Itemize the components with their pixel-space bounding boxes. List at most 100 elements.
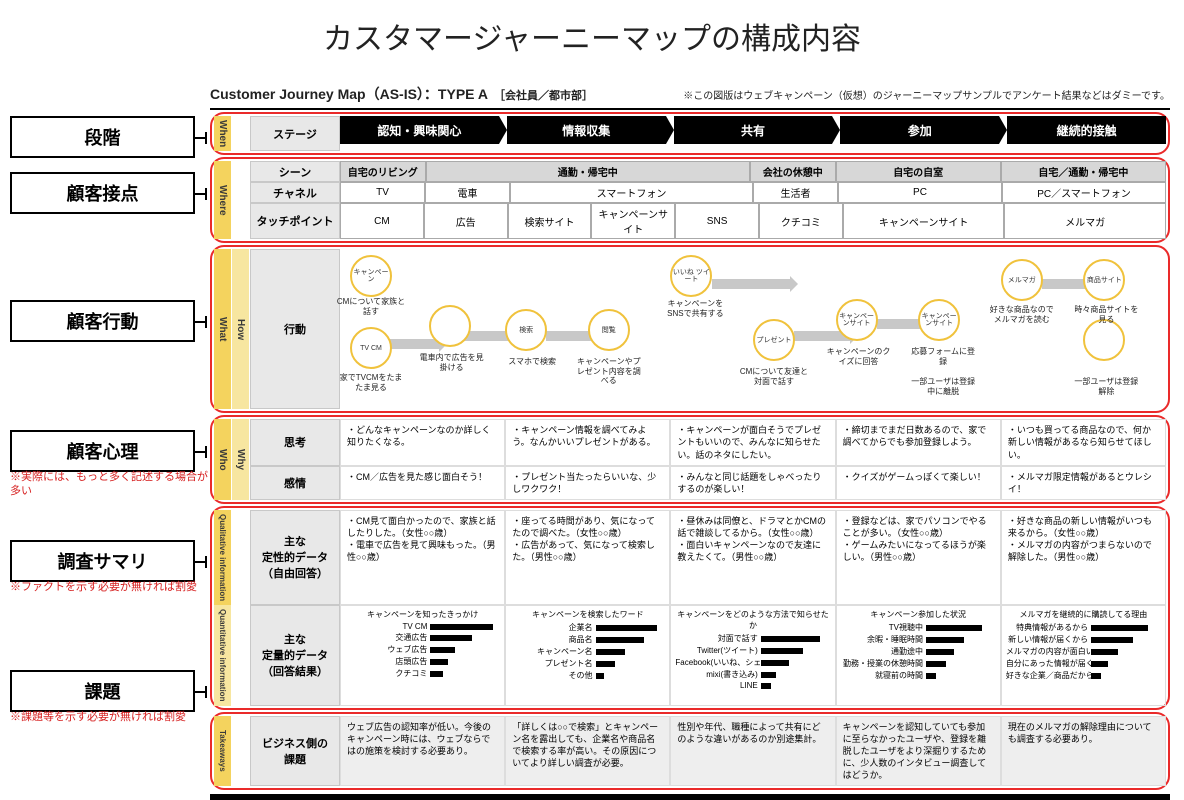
channel-cell: PC [838,182,1002,203]
behavior-icon: キャンペーンサイト [836,299,878,341]
behavior-caption: キャンペーンをSNSで共有する [660,299,730,318]
footer-bar [210,794,1170,800]
scene-cells: 自宅のリビング通勤・帰宅中会社の休憩中自宅の自室自宅／通勤・帰宅中 [340,161,1166,182]
rowlabel-behavior: 行動 [250,249,340,409]
thought-cell: ・締切までまだ日数あるので、家で調べてからでも参加登録しよう。 [836,419,1001,465]
quant-col: キャンペーンをどのような方法で知らせたか対面で話すTwitter(ツイート)Fa… [670,605,835,705]
quant-col: キャンペーンを知ったきっかけTV CM交通広告ウェブ広告店頭広告クチコミ [340,605,505,705]
behavior-caption: 好きな商品なのでメルマガを読む [987,305,1057,324]
journey-map: Customer Journey Map（AS-IS）：TYPE A ［会社員／… [210,80,1170,800]
rowlabel-emotion: 感情 [250,466,340,500]
touch-cell: 広告 [424,203,508,239]
section-issues: Takeaways ビジネス側の 課題 ウェブ広告の認知率が低い。今後のキャンペ… [210,712,1170,791]
bar-row: 商品名 [510,634,665,645]
bar-row: 勤務・授業の休憩時間 [841,658,996,669]
vlabel-where: Where [214,161,232,239]
map-note: ※この図版はウェブキャンペーン（仮想）のジャーニーマップサンプルでアンケート結果… [683,87,1170,102]
behavior-icon: メルマガ [1001,259,1043,301]
bar-row: LINE [675,681,830,690]
emotion-cell: ・CM／広告を見た感じ面白そう！ [340,466,505,500]
behavior-icon [429,305,471,347]
quant-title: キャンペーンをどのような方法で知らせたか [675,609,830,631]
bar-row: キャンペーン名 [510,646,665,657]
bar-row: 自分にあった情報が届くから [1006,658,1161,669]
behavior-caption: CMについて家族と話す [336,297,406,316]
side-label-summary: 調査サマリ [10,540,195,582]
touch-cell: メルマガ [1004,203,1166,239]
map-title: Customer Journey Map（AS-IS）：TYPE A [210,84,488,104]
bar-row: 企業名 [510,622,665,633]
scene-cell: 通勤・帰宅中 [426,161,750,182]
bar-row: プレゼント名 [510,658,665,669]
side-note-psych: ※実際には、もっと多く記述する場合が多い [10,470,210,499]
behavior-caption: 家でTVCMをたまたま見る [336,373,406,392]
channel-cell: スマートフォン [510,182,753,203]
behavior-icon [1083,319,1125,361]
vlabel-what: What [214,249,232,409]
bar-row: 店頭広告 [345,656,500,667]
scene-cell: 会社の休憩中 [750,161,836,182]
touch-cell: CM [340,203,424,239]
behavior-icon: いいね ツイート [670,255,712,297]
rowlabel-touch: タッチポイント [250,203,340,239]
thought-cell: ・キャンペーンが面白そうでプレゼントもいいので、みんなに知らせたい。話のネタにし… [670,419,835,465]
rowlabel-qual: 主な 定性的データ （自由回答） [250,510,340,605]
channel-cell: TV [340,182,425,203]
side-label-stage: 段階 [10,116,195,158]
bar-row: TV CM [345,622,500,631]
behavior-icon: 商品サイト [1083,259,1125,301]
touch-cell: 検索サイト [508,203,592,239]
bar-row: 交通広告 [345,632,500,643]
behavior-icon: キャンペーンサイト [918,299,960,341]
stage-chevrons: 認知・興味関心情報収集共有参加継続的接触 [340,116,1166,144]
emotion-cell: ・みんなと同じ話題をしゃべったりするのが楽しい！ [670,466,835,500]
qual-cell: ・登録などは、家でパソコンでやることが多い。（女性○○歳） ・ゲームみたいになっ… [836,510,1001,605]
bar-row: 新しい情報が届くから [1006,634,1161,645]
channel-cell: PC／スマートフォン [1002,182,1166,203]
scene-cell: 自宅の自室 [836,161,1001,182]
quant-col: メルマガを継続的に購読してる理由特典情報があるから新しい情報が届くからメルマガの… [1001,605,1166,705]
behavior-caption: 応募フォームに登録 [908,347,978,366]
stage-chevron: 共有 [674,116,833,144]
channel-cells: TV電車スマートフォン生活者PCPC／スマートフォン [340,182,1166,203]
touch-cell: キャンペーンサイト [591,203,675,239]
side-label-issues: 課題 [10,670,195,712]
rowlabel-thought: 思考 [250,419,340,465]
stage-chevron: 参加 [840,116,999,144]
side-label-behavior: 顧客行動 [10,300,195,342]
stage-chevron: 情報収集 [507,116,666,144]
qual-cells: ・CM見て面白かったので、家族と話したりした。（女性○○歳） ・電車で広告を見て… [340,510,1166,605]
map-header: Customer Journey Map（AS-IS）：TYPE A ［会社員／… [210,80,1170,110]
side-note-summary: ※ファクトを示す必要が無ければ割愛 [10,580,210,594]
quant-title: メルマガを継続的に購読してる理由 [1006,609,1161,620]
thought-cell: ・どんなキャンペーンなのか詳しく知りたくなる。 [340,419,505,465]
emotion-cells: ・CM／広告を見た感じ面白そう！・プレゼント当たったらいいな、少しワクワク！・み… [340,466,1166,500]
quant-title: キャンペーンを検索したワード [510,609,665,620]
biz-cell: 「詳しくは○○で検索」とキャンペーン名を露出しても、企業名や商品名で検索する率が… [505,716,670,787]
channel-cell: 生活者 [753,182,838,203]
touch-cell: クチコミ [759,203,843,239]
thought-cell: ・キャンペーン情報を調べてみよう。なんかいいプレゼントがある。 [505,419,670,465]
bar-row: 対面で話す [675,633,830,644]
behavior-icon: プレゼント [753,319,795,361]
rowlabel-stage: ステージ [250,116,340,151]
biz-cell: 性別や年代、職種によって共有にどのような違いがあるのか別途集計。 [670,716,835,787]
qual-cell: ・CM見て面白かったので、家族と話したりした。（女性○○歳） ・電車で広告を見て… [340,510,505,605]
vlabel-qual: Qualitative information [214,510,232,605]
behavior-icon: 検索 [505,309,547,351]
scene-cell: 自宅のリビング [340,161,426,182]
behavior-icon: TV CM [350,327,392,369]
section-touchpoint: Where シーン 自宅のリビング通勤・帰宅中会社の休憩中自宅の自室自宅／通勤・… [210,157,1170,243]
section-behavior: What How 行動 キャンペーンTV CMCMについて家族と話す家でTVCM… [210,245,1170,413]
map-tag: ［会社員／都市部］ [494,87,593,103]
bar-row: 好きな企業／商品だから [1006,670,1161,681]
bar-row: ウェブ広告 [345,644,500,655]
rowlabel-scene: シーン [250,161,340,182]
vlabel-quant: Quantitative information [214,605,232,705]
touch-cell: SNS [675,203,759,239]
vlabel-when: When [214,116,232,151]
quant-charts: キャンペーンを知ったきっかけTV CM交通広告ウェブ広告店頭広告クチコミキャンペ… [340,605,1166,705]
behavior-caption: キャンペーンのクイズに回答 [824,347,894,366]
emotion-cell: ・プレゼント当たったらいいな、少しワクワク！ [505,466,670,500]
stage-chevron: 認知・興味関心 [340,116,499,144]
